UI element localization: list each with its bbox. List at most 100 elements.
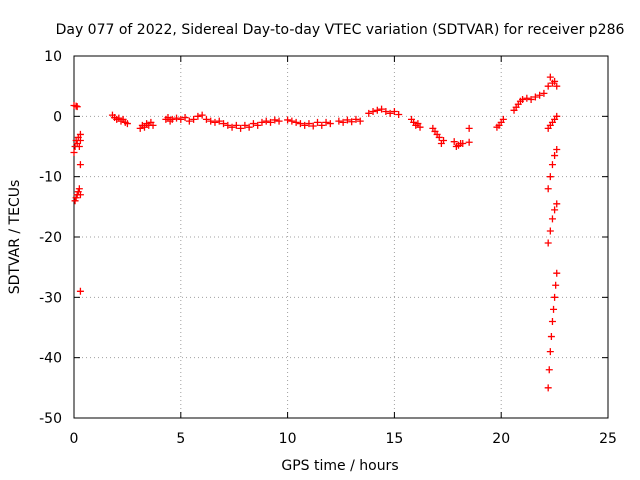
data-point (149, 121, 157, 129)
data-point (386, 109, 394, 117)
data-point (309, 122, 317, 130)
data-point (73, 103, 81, 111)
x-tick-label: 15 (385, 431, 403, 447)
plot-frame (73, 55, 609, 419)
data-point (194, 112, 202, 120)
data-point (288, 117, 296, 125)
data-point (547, 333, 555, 341)
data-point (190, 115, 198, 123)
y-axis-label: SDTVAR / TECUs (7, 180, 23, 295)
data-point (76, 287, 84, 295)
data-point (177, 115, 185, 123)
data-point (548, 215, 556, 223)
y-tick-label: -40 (39, 351, 62, 367)
data-point (232, 121, 240, 129)
data-point (207, 117, 215, 125)
data-point (553, 82, 561, 90)
data-point (382, 108, 390, 116)
data-point (440, 136, 448, 144)
data-point (284, 116, 292, 124)
data-point (123, 120, 131, 128)
data-point (546, 227, 554, 235)
data-point (459, 139, 467, 147)
y-tick-label: -50 (39, 411, 62, 427)
data-point (450, 138, 458, 146)
data-point (553, 269, 561, 277)
data-point (553, 200, 561, 208)
data-point (465, 138, 473, 146)
x-tick-label: 20 (492, 431, 510, 447)
data-point (544, 384, 552, 392)
data-point (254, 121, 262, 129)
data-point (373, 106, 381, 114)
data-point (241, 121, 249, 129)
data-point (378, 105, 386, 113)
y-tick-label: 10 (44, 49, 62, 65)
data-point (552, 281, 560, 289)
data-point (76, 161, 84, 169)
data-point (553, 146, 561, 154)
data-point (71, 197, 79, 205)
data-point (301, 121, 309, 129)
data-point (499, 115, 507, 123)
data-point (76, 191, 84, 199)
x-tick-label: 10 (279, 431, 297, 447)
data-point (237, 124, 245, 132)
data-point (527, 95, 535, 103)
data-point (76, 130, 84, 138)
grid-lines (74, 56, 608, 418)
data-point (546, 173, 554, 181)
data-point (465, 124, 473, 132)
y-tick-label: 0 (53, 109, 62, 125)
data-point (305, 120, 313, 128)
data-point (322, 118, 330, 126)
data-point (220, 120, 228, 128)
x-tick-labels: 0 5 10 15 20 25 (70, 431, 617, 447)
data-point (296, 120, 304, 128)
data-point (249, 120, 257, 128)
data-point (435, 133, 443, 141)
data-point (267, 118, 275, 126)
data-point (343, 116, 351, 124)
data-point (551, 206, 559, 214)
data-point (215, 117, 223, 125)
data-point (416, 123, 424, 131)
data-point (551, 293, 559, 301)
data-point (553, 112, 561, 120)
data-point (531, 93, 539, 101)
data-point (544, 82, 552, 90)
data-point (326, 120, 334, 128)
data-point (544, 239, 552, 247)
x-axis-label: GPS time / hours (281, 458, 398, 474)
x-tick-label: 25 (599, 431, 617, 447)
data-point (76, 136, 84, 144)
data-point (548, 317, 556, 325)
y-tick-label: -10 (39, 170, 62, 186)
data-point (75, 185, 83, 193)
data-point (348, 118, 356, 126)
data-point (356, 117, 364, 125)
x-tick-label: 5 (176, 431, 185, 447)
data-point (318, 121, 326, 129)
data-point (202, 115, 210, 123)
data-point (258, 118, 266, 126)
data-point (339, 118, 347, 126)
data-point (369, 108, 377, 116)
data-point (224, 121, 232, 129)
data-point (314, 118, 322, 126)
x-tick-label: 0 (70, 431, 79, 447)
data-point (70, 149, 78, 157)
data-point (540, 89, 548, 97)
data-point (352, 115, 360, 123)
data-point (335, 117, 343, 125)
data-point (550, 305, 558, 313)
data-point (548, 161, 556, 169)
data-point (245, 123, 253, 131)
data-point (546, 73, 554, 81)
data-point (275, 117, 283, 125)
data-point (390, 108, 398, 116)
data-point (140, 123, 148, 131)
data-point (546, 348, 554, 356)
data-point (72, 194, 80, 202)
